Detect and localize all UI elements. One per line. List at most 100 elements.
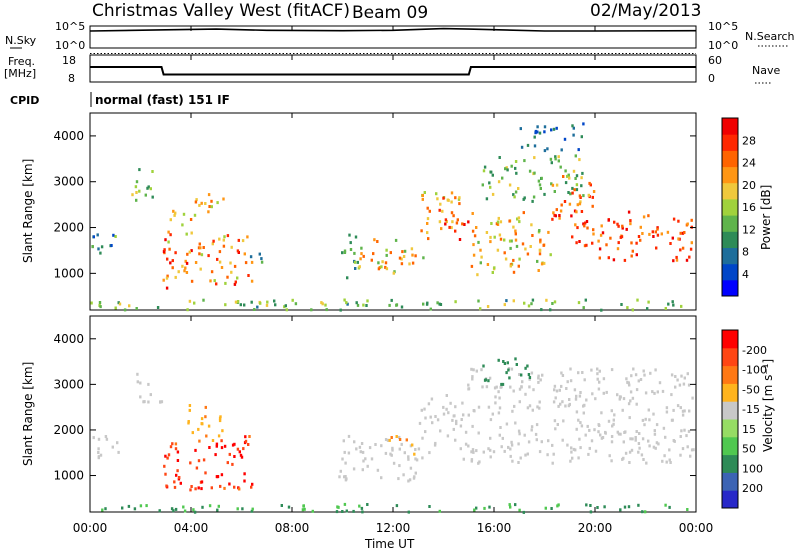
velocity-cell xyxy=(547,439,550,443)
power-cell xyxy=(169,218,172,222)
power-cell xyxy=(356,260,359,264)
power-cell xyxy=(377,267,381,271)
power-cell xyxy=(578,202,582,206)
power-cell xyxy=(249,255,253,259)
velocity-cell xyxy=(570,446,573,450)
power-cell xyxy=(423,191,426,194)
power-cell xyxy=(174,275,177,279)
velocity-cell xyxy=(584,433,587,437)
power-cell xyxy=(164,238,167,242)
power-cell xyxy=(549,308,552,312)
velocity-cell xyxy=(405,438,408,442)
velocity-cell xyxy=(470,459,473,463)
velocity-cell xyxy=(217,434,221,438)
velocity-cell xyxy=(686,445,689,449)
power-cell xyxy=(509,264,512,268)
power-cell xyxy=(496,248,500,252)
velocity-cell xyxy=(524,453,527,457)
power-cell xyxy=(552,127,556,131)
power-cell xyxy=(173,213,176,217)
velocity-cell xyxy=(517,429,521,433)
power-cell xyxy=(629,222,632,226)
power-cell xyxy=(514,229,517,233)
velocity-cell xyxy=(560,384,563,388)
velocity-cell xyxy=(679,453,682,457)
velocity-cell xyxy=(302,504,305,508)
power-cell xyxy=(285,308,288,312)
power-cell xyxy=(675,258,679,262)
velocity-cell xyxy=(142,400,145,404)
velocity-cell xyxy=(597,430,600,434)
power-cell xyxy=(174,251,177,255)
velocity-cell xyxy=(670,373,674,377)
velocity-cell xyxy=(218,416,222,420)
velocity-cell xyxy=(554,427,557,431)
velocity-cell xyxy=(467,387,471,391)
power-cell xyxy=(508,219,511,223)
colorbar-swatch xyxy=(722,365,738,384)
power-cell xyxy=(193,213,197,217)
power-cell xyxy=(385,267,389,271)
power-cell xyxy=(566,174,569,178)
velocity-cell xyxy=(642,369,645,373)
power-cell xyxy=(454,196,457,200)
power-cell xyxy=(579,196,582,199)
power-cell xyxy=(467,220,470,224)
power-ylabel: Slant Range [km] xyxy=(21,159,35,263)
velocity-cell xyxy=(656,390,659,394)
power-cell xyxy=(517,187,520,190)
power-cell xyxy=(677,237,680,241)
velocity-cell xyxy=(602,377,606,381)
power-cell xyxy=(571,186,574,190)
power-cell xyxy=(486,263,490,266)
velocity-cell xyxy=(616,393,619,397)
velocity-cell xyxy=(586,424,589,428)
power-cell xyxy=(429,307,432,311)
power-cell xyxy=(260,257,263,261)
velocity-cell xyxy=(573,388,577,392)
power-cell xyxy=(681,231,685,235)
power-cell xyxy=(165,286,169,290)
velocity-cell xyxy=(594,397,597,401)
date-title: 02/May/2013 xyxy=(590,1,702,21)
velocity-cell xyxy=(492,450,496,454)
velocity-cell xyxy=(591,392,594,396)
velocity-cell xyxy=(514,503,517,507)
velocity-cell xyxy=(414,448,417,451)
velocity-cell xyxy=(198,439,201,443)
power-cell xyxy=(626,306,629,310)
velocity-cell xyxy=(603,505,606,509)
velocity-cell xyxy=(358,504,361,508)
velocity-cell xyxy=(170,507,174,511)
power-cell xyxy=(567,191,570,194)
power-cell xyxy=(359,257,362,261)
power-cell xyxy=(325,308,328,312)
velocity-cell xyxy=(661,459,664,463)
power-cell xyxy=(616,222,619,226)
y-tick-label: 2000 xyxy=(53,423,84,437)
velocity-cell xyxy=(520,385,523,389)
velocity-cell xyxy=(201,505,204,509)
velocity-cell xyxy=(551,461,554,465)
power-cell xyxy=(341,251,344,255)
velocity-cell xyxy=(205,434,208,438)
velocity-cell xyxy=(610,368,614,372)
power-cell xyxy=(471,212,474,215)
power-cell xyxy=(421,197,424,201)
power-cell xyxy=(218,237,221,241)
power-cell xyxy=(446,198,449,202)
velocity-cell xyxy=(616,430,619,434)
velocity-cell xyxy=(188,404,192,407)
power-cell xyxy=(250,279,254,283)
velocity-cell xyxy=(478,460,481,464)
power-cell xyxy=(395,303,399,307)
power-cell xyxy=(522,197,525,201)
velocity-cell xyxy=(665,460,668,464)
power-cell xyxy=(607,256,610,260)
velocity-cell xyxy=(433,443,437,447)
velocity-cell xyxy=(472,368,475,372)
velocity-cell xyxy=(518,387,522,391)
velocity-cell xyxy=(511,409,514,413)
colorbar-swatch xyxy=(722,490,738,509)
velocity-cell xyxy=(588,428,591,432)
